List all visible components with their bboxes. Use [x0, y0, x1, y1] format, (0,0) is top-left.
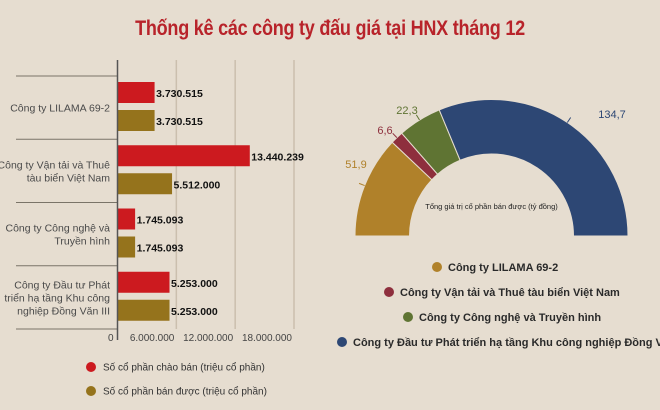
x-tick-label: 12.000.000: [183, 333, 233, 344]
legend-label[interactable]: Số cổ phần bán được (triệu cổ phần): [103, 386, 267, 398]
legend-label[interactable]: Công ty Vận tải và Thuê tàu biển Việt Na…: [400, 287, 620, 299]
gauge-value-label: 134,7: [598, 109, 626, 121]
category-label: nghiệp Đồng Văn III: [17, 305, 110, 317]
legend-dot-icon[interactable]: [432, 262, 442, 272]
leader-line: [415, 114, 420, 121]
legend-dot-icon[interactable]: [86, 362, 96, 372]
legend-label[interactable]: Công ty LILAMA 69-2: [448, 262, 558, 274]
leader-line: [358, 182, 365, 187]
leader-line: [392, 132, 398, 138]
legend-dot-icon[interactable]: [403, 312, 413, 322]
category-label: Công ty Đầu tư Phát: [14, 279, 110, 291]
gauge-segment[interactable]: [438, 99, 629, 237]
category-label: triển hạ tầng Khu công: [4, 292, 110, 304]
legend-label[interactable]: Công ty Công nghệ và Truyền hình: [419, 312, 601, 324]
legend-label[interactable]: Số cổ phần chào bán (triệu cổ phần): [103, 362, 265, 374]
gauge-center-label: Tổng giá trị cổ phần bán được (tỷ đồng): [425, 202, 558, 211]
bar-value-label: 3.730.515: [156, 88, 203, 100]
category-label: Truyền hình: [54, 236, 110, 248]
bar[interactable]: [118, 173, 173, 195]
legend-dot-icon[interactable]: [337, 337, 347, 347]
bar-value-label: 13.440.239: [251, 151, 304, 163]
gauge-value-label: 6,6: [377, 125, 392, 137]
bar[interactable]: [118, 236, 136, 258]
chart-title: Thống kê các công ty đấu giá tại HNX thá…: [135, 17, 525, 40]
bar[interactable]: [118, 208, 136, 230]
bar[interactable]: [118, 110, 155, 131]
gauge-value-label: 51,9: [345, 159, 366, 171]
bar[interactable]: [118, 145, 250, 167]
bar-value-label: 1.745.093: [137, 243, 184, 255]
bar-group: Công ty LILAMA 69-2 3.730.515 3.730.515: [10, 82, 203, 131]
bar[interactable]: [118, 82, 155, 103]
bar-value-label: 5.253.000: [171, 306, 218, 318]
legend-dot-icon[interactable]: [384, 287, 394, 297]
category-label: Công ty Công nghệ và: [6, 223, 111, 235]
x-tick-label: 6.000.000: [130, 333, 175, 344]
bar-value-label: 5.253.000: [171, 278, 218, 290]
x-tick-label: 0: [108, 333, 114, 344]
bar[interactable]: [118, 299, 170, 321]
category-label: Công ty Vận tải và Thuê: [0, 159, 110, 171]
legend-label[interactable]: Công ty Đầu tư Phát triển hạ tầng Khu cô…: [353, 337, 660, 349]
semi-donut-chart: 51,9 6,6 22,3 134,7 Tổng giá trị cổ phần bán…: [337, 99, 660, 349]
leader-line: [566, 117, 572, 123]
x-tick-label: 18.000.000: [242, 333, 292, 344]
legend-dot-icon[interactable]: [86, 386, 96, 396]
category-label: Công ty LILAMA 69-2: [10, 103, 110, 115]
bar-value-label: 1.745.093: [137, 215, 184, 227]
bar[interactable]: [118, 271, 170, 293]
category-label: tàu biển Việt Nam: [27, 172, 111, 184]
gauge-value-label: 22,3: [396, 105, 417, 117]
bar-value-label: 5.512.000: [174, 179, 221, 191]
bar-value-label: 3.730.515: [156, 116, 203, 128]
bar-chart: 0 6.000.000 12.000.000 18.000.000 Công ty LI…: [0, 60, 304, 398]
